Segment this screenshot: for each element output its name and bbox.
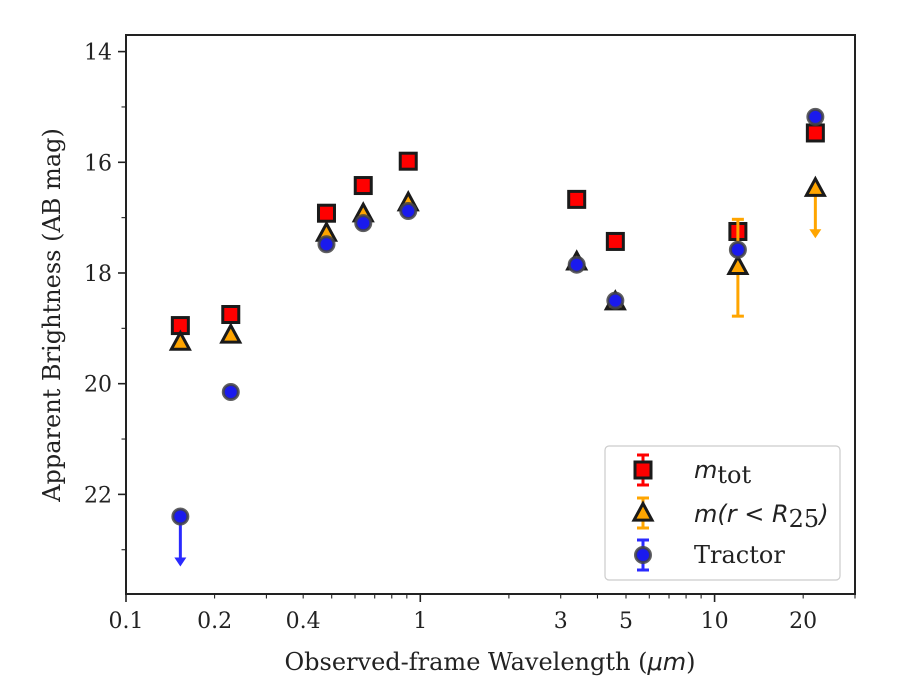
data-point-mr25 (168, 329, 192, 351)
data-point-mr25 (726, 253, 750, 275)
y-axis-title: Apparent Brightness (AB mag) (38, 128, 66, 503)
y-tick-label: 18 (84, 262, 112, 287)
data-point-mtot (567, 189, 587, 209)
data-point-tractor (567, 255, 586, 274)
legend-marker-mr25 (631, 500, 655, 522)
data-point-tractor (221, 382, 240, 401)
data-point-tractor (399, 202, 418, 221)
legend: mtot m(r < R25) Tractor (604, 445, 841, 581)
y-tick-label: 20 (84, 373, 112, 398)
x-tick-label: 0.4 (286, 609, 321, 634)
x-axis-title: Observed-frame Wavelength (μm) (285, 648, 696, 676)
x-tick-label: 0.1 (109, 609, 144, 634)
data-point-mtot (605, 231, 625, 251)
y-tick-label: 14 (84, 41, 112, 66)
x-tick-label: 1 (413, 609, 427, 634)
y-tick-label: 22 (84, 483, 112, 508)
series-mtot (170, 123, 825, 336)
data-point-mtot (398, 151, 418, 171)
legend-markers (631, 453, 655, 572)
legend-label-mtot: mtot (694, 456, 751, 489)
data-point-mtot (221, 305, 241, 324)
x-tick-label: 0.2 (197, 609, 232, 634)
plot-frame (125, 34, 856, 595)
data-point-tractor (171, 507, 190, 526)
x-tick-label: 10 (701, 609, 729, 634)
data-point-tractor (317, 235, 336, 254)
data-point-tractor (806, 107, 825, 126)
data-point-tractor (728, 240, 747, 259)
x-tick-label: 3 (554, 609, 568, 634)
legend-box (604, 445, 841, 581)
x-tick-label: 5 (619, 609, 633, 634)
y-tick-label: 16 (84, 151, 112, 176)
legend-marker-mtot (633, 460, 653, 480)
data-point-mtot (805, 123, 825, 143)
x-tick-label: 20 (789, 609, 817, 634)
legend-marker-tractor (634, 546, 652, 564)
upper-limit-arrowhead (174, 557, 187, 567)
data-point-mr25 (219, 322, 243, 344)
data-point-mr25 (803, 175, 827, 197)
data-point-tractor (354, 214, 373, 233)
plot-area (168, 107, 827, 567)
legend-label-tractor: Tractor (694, 541, 785, 569)
legend-label-mr25: m(r < R25) (694, 500, 829, 533)
series-mr25 (168, 175, 827, 351)
data-point-mtot (316, 203, 336, 223)
data-point-tractor (606, 291, 625, 310)
data-point-mtot (353, 176, 373, 196)
y-axis: 14 16 18 20 22 (84, 41, 126, 551)
series-tractor (171, 107, 825, 567)
x-axis: 0.1 0.2 0.4 1 3 5 10 20 (109, 594, 856, 634)
upper-limit-arrowhead (809, 229, 822, 239)
